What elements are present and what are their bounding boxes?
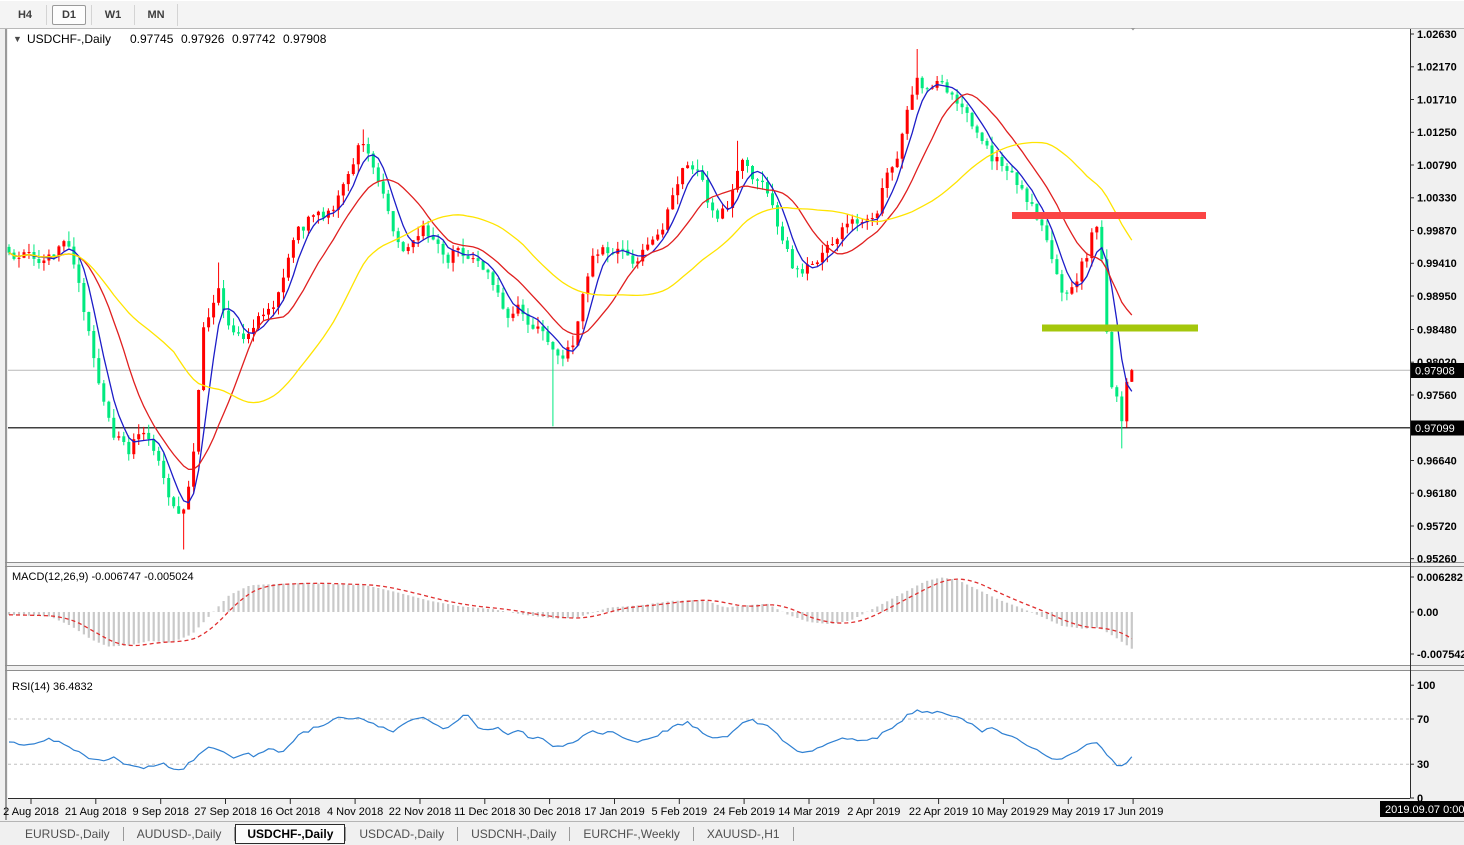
ma-5 bbox=[8, 83, 1133, 504]
rsi-indicator bbox=[8, 709, 1410, 771]
toolbar-separator bbox=[91, 4, 92, 25]
timeframe-mn[interactable]: MN bbox=[147, 8, 165, 21]
tab-separator bbox=[692, 827, 694, 841]
axis-tick-label: 0.98950 bbox=[1417, 291, 1457, 303]
timeframe-toolbar: H4 D1 W1 MN bbox=[0, 1, 1464, 29]
axis-tick-label: 0.97560 bbox=[1417, 390, 1457, 402]
axis-tick-label: 0.00 bbox=[1417, 607, 1438, 619]
timeframe-d1[interactable]: D1 bbox=[52, 4, 86, 25]
tab-xauusd-h1[interactable]: XAUUSD-,H1 bbox=[706, 827, 780, 841]
date-tick-label: 9 Sep 2018 bbox=[133, 806, 189, 818]
axis-tick-label: 1.01710 bbox=[1417, 94, 1457, 106]
date-tick-label: 16 Oct 2018 bbox=[260, 806, 320, 818]
axis-tick-label: 30 bbox=[1417, 759, 1429, 771]
axis-tick-label: 100 bbox=[1417, 680, 1435, 692]
ohlc-low: 0.97742 bbox=[232, 32, 276, 46]
axis-tick-label: 1.01250 bbox=[1417, 127, 1457, 139]
axis-tick-label: 0.006282 bbox=[1417, 572, 1463, 584]
tab-eurusd-daily[interactable]: EURUSD-,Daily bbox=[25, 827, 110, 841]
bid-price-badge: 0.97908 bbox=[1411, 363, 1464, 378]
date-tick-label: 17 Jun 2019 bbox=[1103, 806, 1164, 818]
support-resistance-lines[interactable] bbox=[1012, 212, 1206, 332]
ohlc-open: 0.97745 bbox=[130, 32, 174, 46]
axis-tick-label: 1.00790 bbox=[1417, 160, 1457, 172]
tab-usdcad-daily[interactable]: USDCAD-,Daily bbox=[359, 827, 445, 841]
axes[interactable]: 1.02630 1.02170 1.01710 1.01250 1.00790 1.003… bbox=[3, 29, 1464, 818]
tab-audusd-daily[interactable]: AUDUSD-,Daily bbox=[136, 827, 222, 841]
date-tick-label: 4 Nov 2018 bbox=[327, 806, 383, 818]
axis-tick-label: 0.95260 bbox=[1417, 554, 1457, 566]
ohlc-high: 0.97926 bbox=[181, 32, 225, 46]
frame-left bbox=[5, 29, 7, 820]
chart-shift-marker-icon[interactable] bbox=[1127, 28, 1139, 31]
axis-tick-label: 0.99870 bbox=[1417, 225, 1457, 237]
axis-tick-label: 1.02630 bbox=[1417, 29, 1457, 41]
toolbar-separator bbox=[177, 3, 178, 26]
date-tick-label: 30 Dec 2018 bbox=[518, 806, 580, 818]
price-panel[interactable] bbox=[8, 29, 1410, 562]
macd-indicator bbox=[7, 577, 1133, 649]
ohlc-close: 0.97908 bbox=[283, 32, 327, 46]
axis-tick-label: 0.95720 bbox=[1417, 521, 1457, 533]
axis-tick-label: 1.02170 bbox=[1417, 62, 1457, 74]
date-tick-label: 2 Aug 2018 bbox=[3, 806, 59, 818]
panel-splitters[interactable] bbox=[5, 562, 1464, 671]
date-tick-label: 27 Sep 2018 bbox=[194, 806, 256, 818]
axis-tick-label: 0.96640 bbox=[1417, 455, 1457, 467]
axis-tick-label: 70 bbox=[1417, 714, 1429, 726]
ma-34 bbox=[8, 141, 1133, 404]
macd-signal-line bbox=[8, 578, 1133, 647]
hline-price-badge: 0.97099 bbox=[1411, 420, 1464, 436]
axis-tick-label: 0.99410 bbox=[1417, 258, 1457, 270]
date-tick-label: 17 Jan 2019 bbox=[584, 806, 645, 818]
tab-separator bbox=[569, 827, 571, 841]
axis-tick-label: 1.00330 bbox=[1417, 193, 1457, 205]
rsi-line bbox=[8, 709, 1133, 771]
symbol-tab-bar: EURUSD-,Daily AUDUSD-,Daily USDCHF-,Daily U… bbox=[0, 821, 1464, 845]
date-tick-label: 24 Feb 2019 bbox=[713, 806, 775, 818]
moving-average-lines bbox=[8, 83, 1133, 504]
axis-tick-label: 0 bbox=[1417, 793, 1423, 805]
tab-usdchf-daily[interactable]: USDCHF-,Daily bbox=[235, 824, 346, 844]
candlesticks bbox=[7, 49, 1134, 550]
toolbar-separator bbox=[46, 4, 47, 25]
macd-label: MACD(12,26,9) -0.006747 -0.005024 bbox=[12, 571, 194, 583]
date-tick-label: 11 Dec 2018 bbox=[454, 806, 516, 818]
tab-eurchf-weekly[interactable]: EURCHF-,Weekly bbox=[583, 827, 680, 841]
cursor-time-badge: 2019.09.07 0:00 bbox=[1380, 801, 1464, 817]
tab-separator bbox=[792, 827, 794, 841]
rsi-label: RSI(14) 36.4832 bbox=[12, 681, 93, 693]
svg-text:0.97908: 0.97908 bbox=[1415, 366, 1455, 378]
ma-13 bbox=[8, 93, 1133, 471]
svg-text:0.97099: 0.97099 bbox=[1415, 423, 1455, 435]
tab-separator bbox=[122, 827, 124, 841]
tab-separator bbox=[234, 827, 236, 841]
chart-title: USDCHF-,Daily 0.97745 0.97926 0.97742 0.9790… bbox=[27, 32, 327, 46]
toolbar-separator bbox=[134, 4, 135, 25]
rsi-panel[interactable] bbox=[8, 671, 1410, 798]
horizontal-level-lines[interactable] bbox=[8, 369, 1410, 429]
date-tick-label: 2 Apr 2019 bbox=[847, 806, 900, 818]
timeframe-h4[interactable]: H4 bbox=[17, 8, 33, 21]
axis-tick-label: -0.007542 bbox=[1417, 649, 1464, 661]
axis-tick-label: 0.98480 bbox=[1417, 324, 1457, 336]
tab-usdcnh-daily[interactable]: USDCNH-,Daily bbox=[471, 827, 557, 841]
timeframe-w1[interactable]: W1 bbox=[104, 8, 122, 21]
date-tick-label: 14 Mar 2019 bbox=[778, 806, 840, 818]
chart-symbol: USDCHF-,Daily bbox=[27, 32, 111, 46]
date-tick-label: 22 Apr 2019 bbox=[909, 806, 968, 818]
date-tick-label: 29 May 2019 bbox=[1036, 806, 1100, 818]
tab-separator bbox=[457, 827, 459, 841]
svg-text:2019.09.07 0:00: 2019.09.07 0:00 bbox=[1385, 804, 1464, 816]
macd-panel[interactable] bbox=[8, 567, 1410, 665]
date-tick-label: 21 Aug 2018 bbox=[65, 806, 127, 818]
date-tick-label: 5 Feb 2019 bbox=[651, 806, 707, 818]
symbol-dropdown-icon[interactable]: ▼ bbox=[13, 34, 22, 44]
chart-canvas[interactable]: 1.02630 1.02170 1.01710 1.01250 1.00790 1.003… bbox=[0, 28, 1464, 821]
axis-tick-label: 0.96180 bbox=[1417, 488, 1457, 500]
date-tick-label: 22 Nov 2018 bbox=[389, 806, 451, 818]
date-tick-label: 10 May 2019 bbox=[972, 806, 1036, 818]
tab-separator bbox=[345, 827, 347, 841]
